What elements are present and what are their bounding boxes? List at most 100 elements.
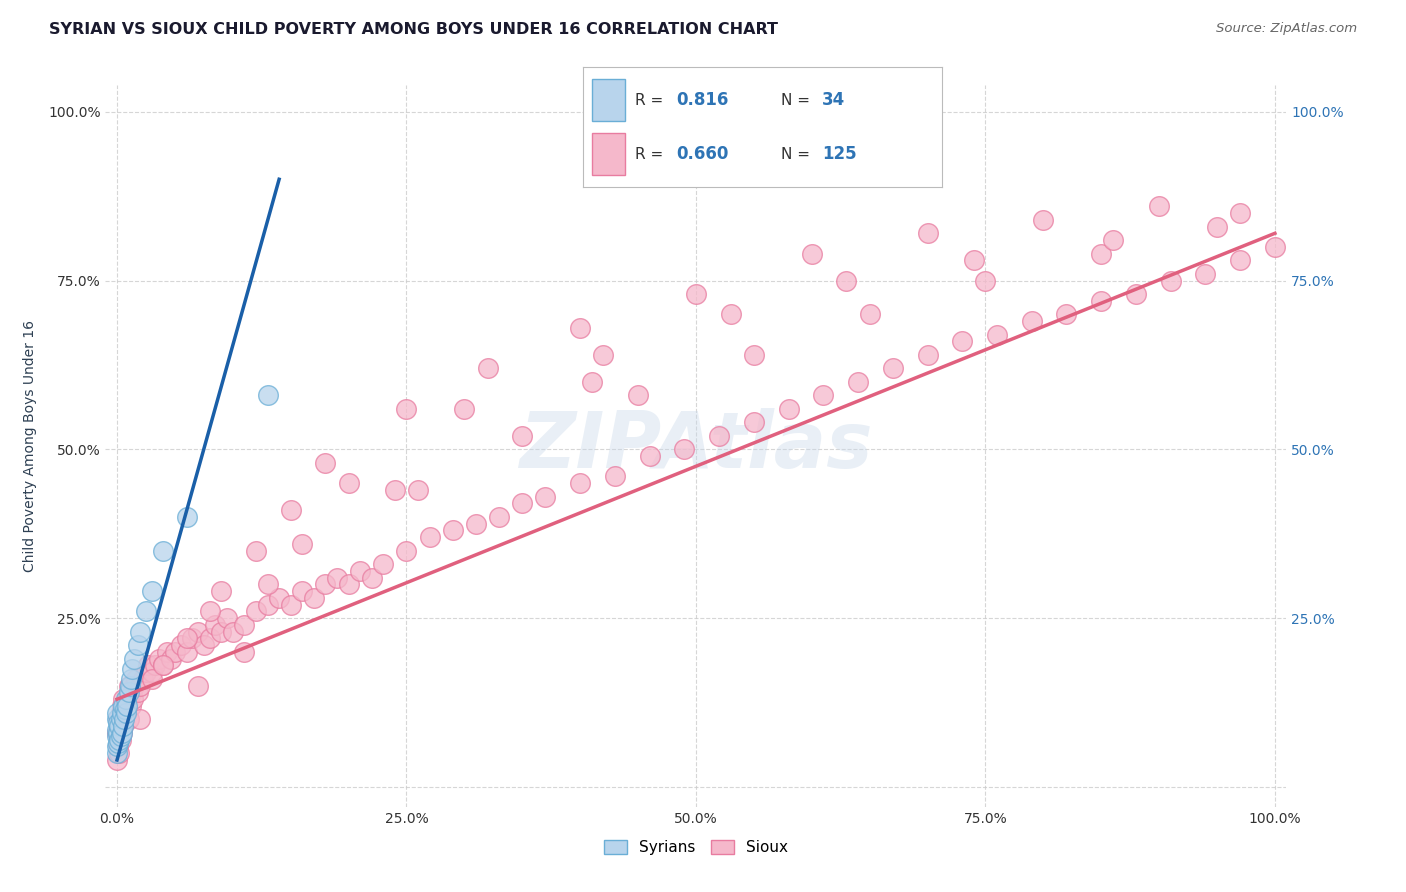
Point bbox=[105, 706, 128, 720]
Point bbox=[121, 662, 143, 676]
Point bbox=[111, 706, 134, 720]
Point bbox=[256, 577, 278, 591]
Point bbox=[105, 739, 128, 754]
Point bbox=[406, 483, 429, 497]
Point bbox=[107, 713, 129, 727]
Point bbox=[120, 698, 142, 713]
Point bbox=[882, 361, 904, 376]
Text: R =: R = bbox=[636, 93, 669, 108]
Point bbox=[143, 658, 166, 673]
Point bbox=[813, 388, 835, 402]
Point bbox=[111, 698, 134, 713]
Point bbox=[152, 658, 174, 673]
Point bbox=[160, 651, 183, 665]
Point bbox=[108, 732, 131, 747]
Point bbox=[569, 476, 592, 491]
FancyBboxPatch shape bbox=[592, 79, 624, 121]
Text: 125: 125 bbox=[823, 145, 856, 163]
Point bbox=[105, 730, 128, 744]
Point bbox=[120, 672, 142, 686]
Point bbox=[1056, 307, 1078, 321]
Point bbox=[349, 564, 371, 578]
Point bbox=[131, 672, 153, 686]
Point bbox=[163, 645, 186, 659]
Point bbox=[117, 698, 139, 713]
Point bbox=[384, 483, 406, 497]
Point bbox=[108, 719, 131, 733]
Point bbox=[720, 307, 742, 321]
Point bbox=[204, 618, 226, 632]
Point bbox=[108, 746, 131, 760]
Point bbox=[465, 516, 488, 531]
Point bbox=[152, 543, 174, 558]
Point bbox=[170, 638, 193, 652]
Point bbox=[107, 736, 129, 750]
Point bbox=[685, 287, 707, 301]
Point bbox=[121, 685, 143, 699]
Point bbox=[114, 706, 136, 720]
Point bbox=[917, 348, 939, 362]
Point bbox=[395, 401, 418, 416]
Point bbox=[846, 375, 869, 389]
Point bbox=[256, 598, 278, 612]
Point bbox=[187, 679, 209, 693]
Point bbox=[176, 632, 198, 646]
Point bbox=[117, 685, 139, 699]
Text: N =: N = bbox=[780, 146, 814, 161]
Point bbox=[107, 715, 129, 730]
Point bbox=[187, 624, 209, 639]
Point bbox=[742, 416, 765, 430]
Point bbox=[1021, 314, 1043, 328]
Point bbox=[124, 679, 146, 693]
Point bbox=[115, 698, 138, 713]
Legend: Syrians, Sioux: Syrians, Sioux bbox=[598, 834, 794, 861]
Point bbox=[1090, 246, 1112, 260]
Point bbox=[337, 476, 360, 491]
Point bbox=[510, 429, 533, 443]
Point bbox=[314, 577, 336, 591]
Point bbox=[1206, 219, 1229, 234]
Point bbox=[105, 753, 128, 767]
Point bbox=[245, 604, 267, 618]
Point bbox=[742, 348, 765, 362]
Point bbox=[1101, 233, 1123, 247]
Point bbox=[510, 496, 533, 510]
Point bbox=[373, 557, 395, 571]
Point bbox=[488, 509, 510, 524]
Point bbox=[673, 442, 696, 457]
Text: Source: ZipAtlas.com: Source: ZipAtlas.com bbox=[1216, 22, 1357, 36]
Point bbox=[707, 429, 730, 443]
Point bbox=[215, 611, 238, 625]
Point bbox=[105, 746, 128, 760]
Point bbox=[114, 702, 136, 716]
Point bbox=[124, 651, 146, 665]
Point bbox=[302, 591, 325, 605]
Point bbox=[105, 713, 128, 727]
Point bbox=[198, 604, 221, 618]
Point bbox=[291, 584, 314, 599]
Point bbox=[193, 638, 215, 652]
Point bbox=[135, 604, 157, 618]
Point bbox=[110, 730, 132, 744]
Point bbox=[569, 321, 592, 335]
Point bbox=[233, 645, 256, 659]
Point bbox=[1194, 267, 1216, 281]
Point bbox=[111, 692, 134, 706]
Point bbox=[627, 388, 650, 402]
Point bbox=[115, 692, 138, 706]
FancyBboxPatch shape bbox=[592, 133, 624, 175]
Point bbox=[245, 543, 267, 558]
Point bbox=[326, 571, 349, 585]
Point bbox=[135, 665, 157, 680]
Point bbox=[110, 732, 132, 747]
Point bbox=[198, 632, 221, 646]
Point bbox=[603, 469, 626, 483]
Point bbox=[1125, 287, 1147, 301]
Point bbox=[117, 679, 139, 693]
Point bbox=[337, 577, 360, 591]
Point bbox=[592, 348, 614, 362]
Point bbox=[124, 672, 146, 686]
Point bbox=[152, 658, 174, 673]
Text: ZIPAtlas: ZIPAtlas bbox=[519, 408, 873, 484]
Point bbox=[115, 706, 138, 720]
